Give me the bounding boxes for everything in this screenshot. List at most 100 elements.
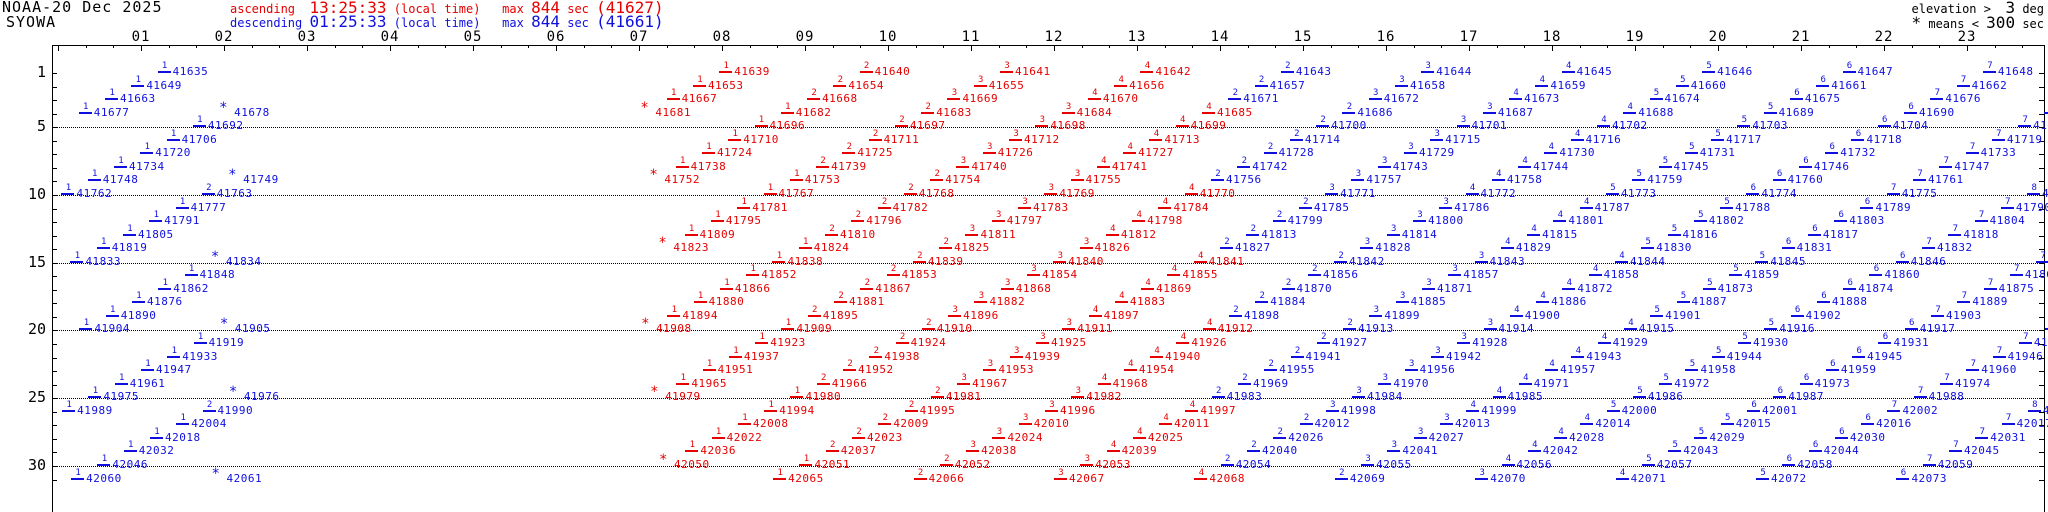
pass-orbit-number: 41796 — [866, 214, 902, 228]
pass-marker-41957: 4 41957 — [1545, 359, 1607, 382]
pass-orbit-number: 41823 — [673, 241, 709, 255]
pass-marker-41740: 3 41740 — [956, 156, 1018, 179]
pass-marker-41711: 2 41711 — [868, 129, 931, 152]
pass-orbit-number: 41900 — [1524, 308, 1561, 322]
pass-elevation-digit: 2 — [1294, 128, 1300, 139]
day-tick-left — [52, 167, 57, 169]
pass-elevation-digit: 7 — [1926, 237, 1932, 248]
pass-duration-bar — [141, 369, 154, 372]
minor-tick — [1192, 45, 1194, 48]
pass-duration-bar — [176, 423, 190, 426]
pass-marker-42057: 5 42057 — [1641, 454, 1704, 477]
pass-duration-bar — [667, 314, 681, 317]
pass-duration-bar — [746, 274, 760, 277]
pass-elevation-digit: 6 — [1786, 453, 1793, 464]
pass-orbit-number: 41912 — [1217, 322, 1254, 336]
pass-duration-bar — [719, 71, 733, 73]
day-label-20: 20 — [27, 320, 46, 339]
pass-duration-bar — [167, 355, 181, 358]
pass-duration-bar — [1738, 342, 1752, 344]
pass-elevation-digit: 1 — [110, 304, 116, 315]
pass-orbit-number: 41959 — [1840, 363, 1877, 377]
pass-orbit-number: 41979 — [665, 390, 701, 404]
pass-elevation-digit: 3 — [1364, 237, 1371, 248]
pass-marker-42055: 3 42055 — [1361, 454, 1423, 477]
pass-orbit-number: 41883 — [1129, 295, 1166, 309]
pass-duration-bar — [790, 396, 804, 399]
pass-duration-bar — [2027, 192, 2041, 195]
pass-duration-bar — [1649, 98, 1663, 101]
pass-marker-42043: 5 42043 — [1668, 441, 1730, 463]
pass-marker-41874: 6 41874 — [1843, 278, 1905, 301]
pass-orbit-number: 42004 — [191, 417, 227, 431]
pass-elevation-digit: 4 — [1619, 250, 1625, 261]
pass-duration-bar — [1571, 355, 1585, 358]
pass-orbit-number: 41846 — [1910, 254, 1947, 268]
pass-marker-42050: * 42050 — [659, 453, 721, 477]
pass-marker-42037: 2 42037 — [825, 441, 888, 463]
pass-duration-bar — [1861, 423, 1875, 426]
pass-duration-bar — [1263, 152, 1277, 155]
pass-elevation-digit: 1 — [741, 196, 747, 207]
ascending-time: 13:25:33 — [309, 0, 387, 17]
pass-orbit-number: 42070 — [1490, 471, 1526, 485]
pass-duration-bar — [878, 423, 892, 426]
pass-elevation-digit: 4 — [1514, 304, 1520, 315]
pass-elevation-digit: 3 — [1408, 142, 1414, 153]
pass-orbit-number: 42068 — [1209, 471, 1246, 485]
pass-orbit-number: 41833 — [85, 254, 122, 268]
pass-duration-bar — [886, 274, 900, 277]
pass-orbit-number: 41799 — [1287, 214, 1324, 228]
pass-elevation-digit: 6 — [1864, 196, 1871, 207]
pass-marker-42016: 6 42016 — [1861, 414, 1923, 436]
pass-duration-bar — [1860, 206, 1874, 209]
pass-duration-bar — [1527, 450, 1541, 453]
pass-orbit-number: 42015 — [1735, 417, 1772, 431]
pass-orbit-number: 41776 — [2042, 186, 2048, 200]
pass-marker-41845: 5 41845 — [1755, 251, 1817, 274]
hour-tick — [639, 45, 640, 51]
pass-marker-41832: 7 41832 — [1922, 237, 1984, 260]
day-tick-left — [52, 371, 57, 373]
pass-duration-bar — [728, 138, 742, 141]
pass-duration-bar — [131, 84, 145, 87]
pass-marker-41812: 4 41812 — [1105, 224, 1168, 247]
pass-marker-42024: 3 42024 — [992, 427, 1054, 450]
pass-orbit-number: 41770 — [1199, 186, 1236, 200]
pass-duration-bar — [692, 84, 706, 87]
pass-elevation-digit: 4 — [1549, 359, 1555, 370]
pass-orbit-number: 41705 — [2033, 119, 2048, 133]
pass-marker-41911: 3 41911 — [1062, 319, 1124, 341]
pass-duration-bar — [114, 165, 128, 168]
pass-marker-41846: 6 41846 — [1895, 251, 1958, 274]
pass-elevation-digit: 6 — [1777, 386, 1784, 397]
pass-marker-41973: 6 41973 — [1799, 373, 1862, 396]
pass-marker-41788: 5 41788 — [1720, 197, 1782, 220]
pass-elevation-digit: 2 — [944, 453, 950, 464]
pass-duration-bar — [1807, 233, 1821, 236]
minor-tick — [1994, 45, 1996, 48]
pass-duration-bar — [1044, 192, 1058, 195]
pass-duration-bar — [737, 423, 751, 426]
pass-marker-41875: 7 41875 — [1983, 278, 2046, 301]
pass-duration-bar — [913, 477, 927, 480]
pass-duration-bar — [1650, 314, 1664, 317]
pass-duration-bar — [1711, 138, 1725, 141]
pass-orbit-number: 41811 — [980, 227, 1017, 241]
pass-orbit-number: 41771 — [1340, 186, 1376, 200]
pass-orbit-number: 42037 — [840, 444, 877, 458]
pass-marker-41838: 1 41838 — [772, 251, 834, 274]
pass-duration-bar — [70, 260, 84, 263]
pass-marker-41689: 5 41689 — [1763, 102, 1826, 125]
pass-marker-41884: 2 41884 — [1255, 292, 1317, 314]
pass-orbit-number: 41814 — [1401, 227, 1438, 241]
pass-duration-bar — [1554, 436, 1568, 439]
pass-duration-bar — [1782, 463, 1796, 466]
pass-elevation-digit: 3 — [1444, 413, 1450, 424]
pass-duration-bar — [1500, 247, 1514, 250]
pass-duration-bar — [1536, 301, 1550, 304]
pass-elevation-digit: 1 — [803, 453, 810, 464]
pass-elevation-digit: 2 — [1294, 345, 1301, 356]
pass-orbit-number: 41869 — [1156, 281, 1192, 295]
pass-marker-41802: 5 41802 — [1693, 211, 1756, 233]
